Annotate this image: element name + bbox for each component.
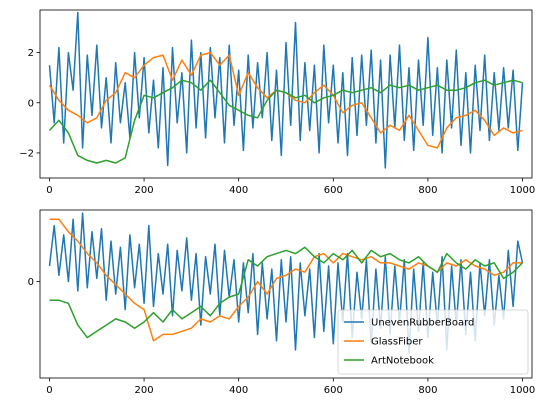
- x-tick-label: 1000: [510, 385, 535, 396]
- y-tick-label: −2: [19, 148, 34, 159]
- x-tick-label: 200: [135, 185, 154, 196]
- legend-label: GlassFiber: [371, 337, 423, 348]
- series-line-unevenrubberboard: [48, 11, 524, 169]
- axes-frame: [39, 9, 533, 179]
- y-tick-label: 0: [28, 277, 34, 288]
- legend: UnevenRubberBoard GlassFiber ArtNotebook: [337, 309, 529, 375]
- series-lines: [48, 212, 524, 354]
- legend-label: ArtNotebook: [371, 356, 434, 367]
- legend-label: UnevenRubberBoard: [371, 318, 474, 329]
- x-tick-label: 400: [229, 385, 248, 396]
- bottom-chart: 0 200 400 600 800 1000 0 UnevenRubberBoard Glass…: [28, 209, 535, 396]
- series-line-unevenrubberboard: [48, 212, 524, 354]
- axes-frame: [39, 209, 533, 379]
- x-tick-label: 600: [324, 185, 343, 196]
- x-tick-label: 400: [229, 185, 248, 196]
- x-tick-label: 800: [418, 385, 437, 396]
- x-tick-label: 0: [46, 385, 52, 396]
- legend-box: [337, 309, 529, 375]
- x-tick-label: 800: [418, 185, 437, 196]
- y-tick-label: 2: [28, 48, 34, 59]
- series-line-artnotebook: [49, 246, 524, 339]
- series-line-glassfiber: [49, 218, 523, 342]
- x-tick-label: 200: [135, 385, 154, 396]
- x-tick-label: 600: [324, 385, 343, 396]
- x-tick-label: 0: [46, 185, 52, 196]
- series-line-artnotebook: [48, 79, 523, 164]
- x-tick-label: 1000: [510, 185, 535, 196]
- y-tick-label: 0: [28, 98, 34, 109]
- top-chart: 0 200 400 600 800 1000 −2 0 2: [19, 9, 535, 196]
- series-lines: [48, 11, 524, 169]
